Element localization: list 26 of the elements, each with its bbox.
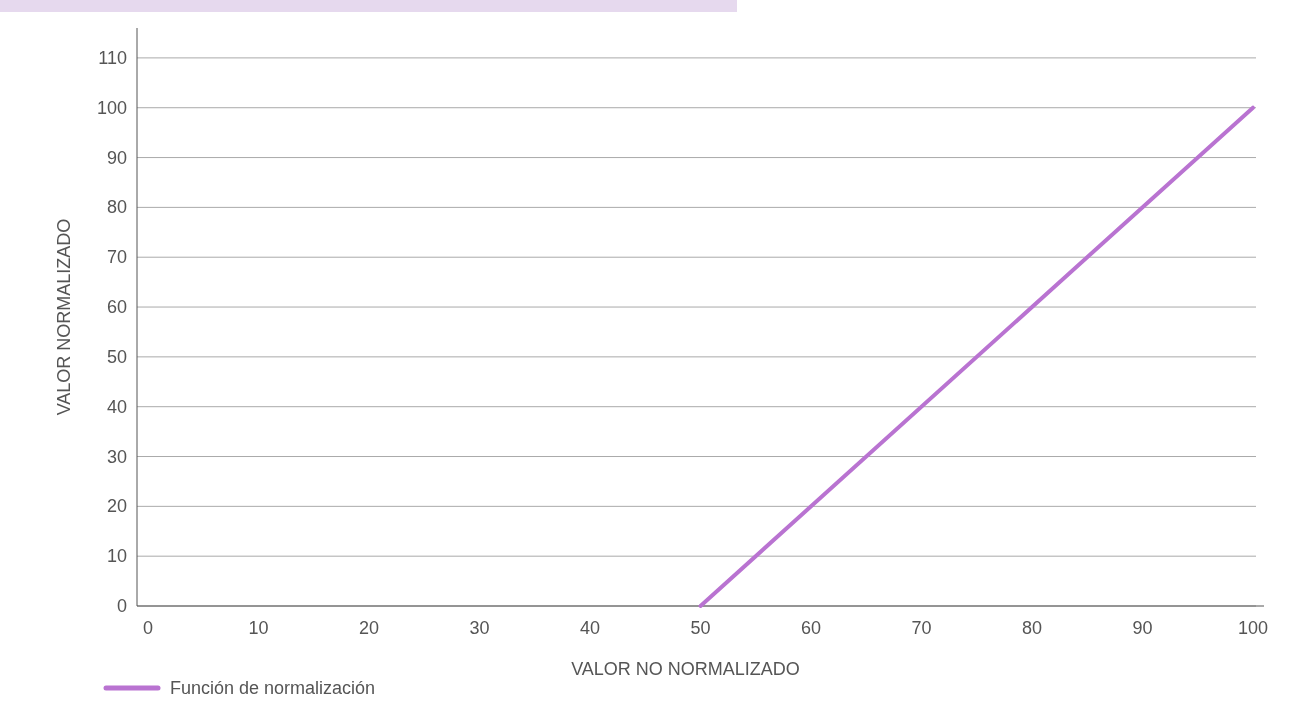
x-axis-title: VALOR NO NORMALIZADO: [571, 659, 800, 679]
x-tick-label: 0: [143, 618, 154, 638]
x-tick-label: 80: [1021, 618, 1042, 638]
legend-label: Función de normalización: [170, 678, 376, 698]
y-tick-label: 80: [106, 197, 127, 218]
y-tick-label: 30: [106, 446, 127, 467]
x-tick-label: 40: [579, 618, 601, 638]
y-tick-label: 60: [106, 297, 127, 318]
x-tick-label: 70: [911, 618, 932, 638]
x-tick-label: 30: [469, 618, 490, 638]
y-tick-label: 70: [106, 247, 127, 268]
y-tick-label: 10: [106, 546, 127, 567]
y-tick-label: 100: [96, 97, 127, 118]
y-tick-label: 110: [98, 47, 127, 68]
y-tick-label: 40: [106, 396, 127, 417]
x-tick-label: 10: [248, 618, 269, 638]
y-axis-title: VALOR NORMALIZADO: [54, 218, 74, 416]
y-tick-label: 90: [106, 147, 127, 168]
y-tick-label: 50: [106, 346, 127, 367]
x-tick-label: 60: [800, 618, 822, 638]
x-tick-label: 100: [1237, 618, 1268, 638]
x-tick-label: 50: [690, 618, 711, 638]
y-tick-label: 20: [106, 496, 127, 517]
x-tick-label: 20: [359, 618, 380, 638]
y-tick-label: 0: [116, 596, 127, 616]
x-tick-label: 90: [1132, 618, 1153, 638]
